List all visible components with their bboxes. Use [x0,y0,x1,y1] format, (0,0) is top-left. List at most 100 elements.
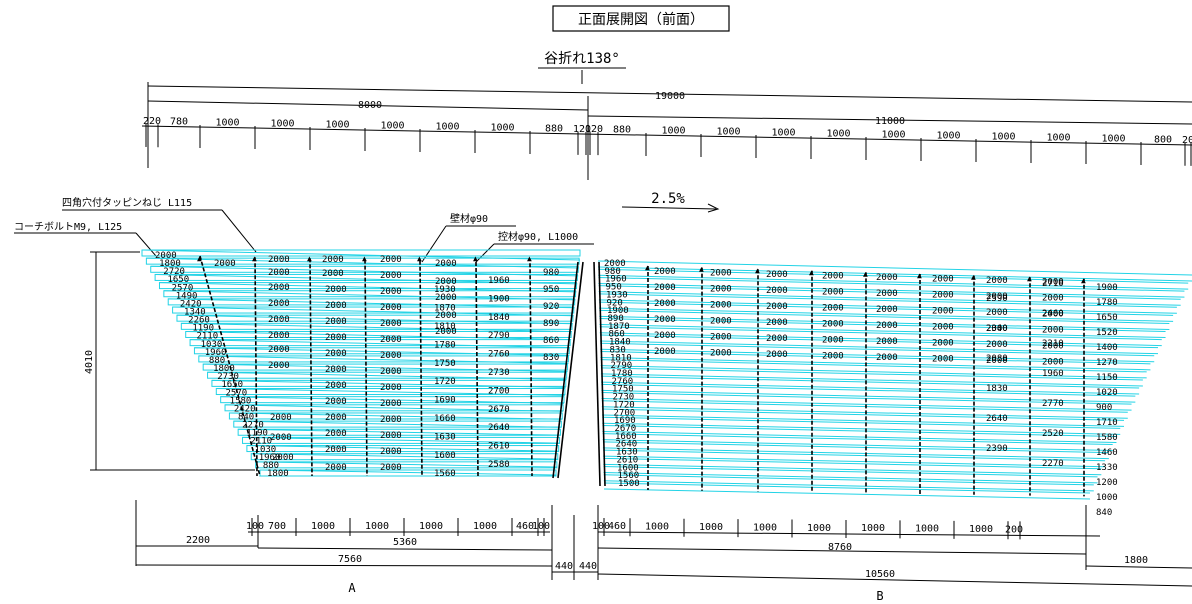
post [309,258,313,477]
board-length: 2000 [766,318,788,328]
dim-5360: 5360 [393,537,417,548]
wall-board [599,301,1174,316]
board-length: 1810 [610,353,632,363]
board-length: 2460 [1042,309,1064,319]
board-length: 840 [238,412,254,422]
wall-board [255,461,558,469]
wall-board [600,359,1147,373]
board-length: 2610 [488,442,510,452]
board-length: 1960 [259,453,281,463]
board-length: 2000 [710,269,732,279]
board-length: 2390 [986,444,1008,454]
board-length: 2000 [435,293,457,303]
board-length: 2000 [986,356,1008,366]
bottom-left-dim-value: 1000 [419,521,443,532]
dim-2200: 2200 [186,535,210,546]
fastener-icon: ▲ [417,254,422,263]
board-length: 1190 [192,324,214,334]
wall-board [598,268,1189,284]
board-length: 2000 [1042,342,1064,352]
top-left-dim-value: 1000 [215,117,239,128]
top-right-dim-value: 1000 [881,129,905,140]
wall-board [599,318,1166,333]
wall-board [237,428,561,436]
wall-material-label: 壁材φ90 [450,212,488,225]
wall-board [185,330,572,338]
board-length: 1600 [434,451,456,461]
section-label-b: B [876,589,883,603]
bottom-right-dim-value: 1000 [807,523,831,534]
board-length: 2000 [1042,326,1064,336]
board-length: 1490 [176,291,198,301]
backing-material-label: 控材φ90, L1000 [498,230,578,243]
board-length: 2000 [380,367,402,377]
board-length: 2000 [380,271,402,281]
board-length: 2760 [488,350,510,360]
wall-board [176,314,574,322]
board-length: 2790 [611,361,633,371]
board-length: 2570 [226,388,248,398]
board-length: 2000 [380,415,402,425]
wall-board [215,388,566,396]
board-length: 2000 [766,350,788,360]
board-length: 1750 [434,359,456,369]
post [529,263,533,477]
board-length: 2000 [710,333,732,343]
bottom-left-dim-value: 460 [516,521,534,532]
board-length: 1650 [221,380,243,390]
board-length: 1780 [1096,298,1118,308]
board-length: 2420 [180,299,202,309]
board-length: 1340 [184,308,206,318]
board-length: 2570 [172,283,194,293]
board-length: 2000 [270,413,292,423]
board-length: 2000 [710,285,732,295]
board-length: 2000 [654,283,676,293]
wall-board [602,441,1109,454]
bottom-left-dim-value: 700 [268,521,286,532]
dim-11000: 11000 [875,116,905,127]
board-length: 2640 [488,423,510,433]
board-length: 2210 [1042,339,1064,349]
board-length: 1150 [1096,373,1118,383]
wall-board [600,342,1155,357]
board-length: 1960 [605,275,627,285]
board-length: 2000 [325,301,347,311]
dim-440-b: 440 [579,561,597,572]
board-length: 2000 [380,463,402,473]
board-length: 2000 [822,304,844,314]
screw-label: 四角穴付タッピンねじ L115 [62,196,192,209]
board-length: 2000 [268,361,290,371]
coach-bolt-label: コーチボルトM9, L125 [14,221,122,233]
board-length: 890 [608,314,624,324]
board-length: 1580 [1096,433,1118,443]
board-length: 2000 [932,291,954,301]
top-left-dim-value: 880 [545,123,563,134]
board-length: 1190 [246,429,268,439]
top-left-dim-value: 1000 [325,119,349,130]
fastener-icon: ▲ [1027,274,1032,283]
wall-board [180,322,573,330]
board-length: 1900 [607,306,629,316]
board-length: 2000 [268,283,290,293]
board-length: 1800 [159,259,181,269]
board-length: 2770 [1042,399,1064,409]
top-right-dim-value: 1000 [716,127,740,138]
panel-b: ▲ ▲ ▲ ▲ ▲ ▲ ▲ ▲ ▲ 200098019609501930920190089018… [593,259,1192,518]
board-length: 2000 [932,307,954,317]
bottom-left-dim-value: 100 [246,521,264,532]
board-length: 1460 [1096,448,1118,458]
board-length: 2000 [1042,294,1064,304]
fastener-icon: ▲ [971,273,976,282]
bottom-left-dim-value: 1000 [365,521,389,532]
board-length: 2110 [196,332,218,342]
board-length: 860 [543,336,559,346]
dim-19000: 19000 [655,91,685,102]
board-length: 2000 [325,463,347,473]
panel-a: ▲ ▲ ▲ ▲ ▲ ▲ ▲ 20001800272016502570149024201340… [141,249,584,479]
top-right-dim-value: 1000 [661,126,685,137]
board-length: 2000 [268,299,290,309]
board-length: 900 [1096,403,1112,413]
wall-board [601,400,1128,413]
board-length: 2000 [380,447,402,457]
